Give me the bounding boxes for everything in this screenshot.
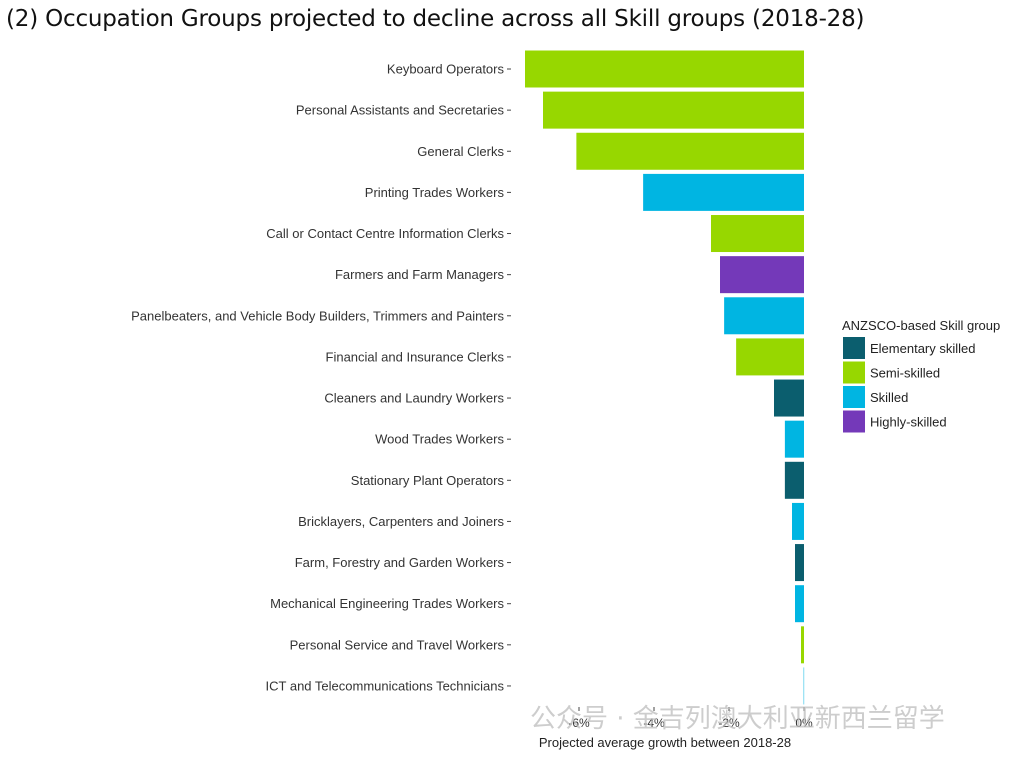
- category-label: Financial and Insurance Clerks: [326, 349, 505, 364]
- category-label: ICT and Telecommunications Technicians: [266, 678, 505, 693]
- legend-label: Elementary skilled: [870, 341, 976, 356]
- bar-15: [803, 667, 805, 705]
- bar-7: [736, 338, 804, 376]
- category-label: Personal Assistants and Secretaries: [296, 103, 505, 118]
- category-label: Printing Trades Workers: [365, 185, 505, 200]
- category-label: General Clerks: [417, 144, 504, 159]
- bar-1: [543, 91, 804, 129]
- category-label: Panelbeaters, and Vehicle Body Builders,…: [131, 308, 504, 323]
- legend-swatch: [843, 361, 865, 384]
- bar-11: [792, 502, 804, 540]
- category-label: Bricklayers, Carpenters and Joiners: [298, 514, 504, 529]
- category-label: Keyboard Operators: [387, 62, 505, 77]
- category-label: Wood Trades Workers: [375, 432, 504, 447]
- legend-title: ANZSCO-based Skill group: [842, 318, 1000, 333]
- category-label: Farm, Forestry and Garden Workers: [295, 555, 505, 570]
- x-tick-label: -4%: [643, 716, 665, 730]
- bar-13: [795, 585, 804, 623]
- legend-swatch: [843, 337, 865, 359]
- bar-4: [711, 215, 804, 253]
- legend: ANZSCO-based Skill group Elementary skil…: [842, 318, 1000, 433]
- bar-3: [643, 173, 804, 211]
- legend-label: Semi-skilled: [870, 366, 940, 381]
- bar-8: [774, 379, 804, 417]
- category-label: Farmers and Farm Managers: [335, 267, 505, 282]
- category-label: Personal Service and Travel Workers: [290, 637, 505, 652]
- bar-14: [801, 626, 804, 664]
- chart-title: (2) Occupation Groups projected to decli…: [6, 6, 865, 32]
- legend-label: Highly-skilled: [870, 415, 947, 430]
- x-tick-label: 0%: [795, 716, 813, 730]
- bar-12: [795, 544, 804, 582]
- bar-2: [576, 132, 804, 170]
- bar-10: [784, 461, 804, 499]
- x-tick-label: -6%: [568, 716, 590, 730]
- legend-swatch: [843, 410, 865, 433]
- category-label: Cleaners and Laundry Workers: [324, 391, 504, 406]
- bar-9: [784, 420, 804, 458]
- bar-0: [525, 50, 804, 88]
- legend-swatch: [843, 386, 865, 408]
- x-tick-label: -2%: [718, 716, 740, 730]
- bar-5: [720, 256, 804, 294]
- watermark: 公众号 · 金吉列澳大利亚新西兰留学: [530, 704, 945, 734]
- category-label: Mechanical Engineering Trades Workers: [270, 596, 504, 611]
- category-label: Call or Contact Centre Information Clerk…: [266, 226, 504, 241]
- bar-6: [724, 297, 804, 335]
- x-axis-label: Projected average growth between 2018-28: [539, 735, 791, 750]
- legend-label: Skilled: [870, 390, 908, 405]
- category-label: Stationary Plant Operators: [351, 473, 505, 488]
